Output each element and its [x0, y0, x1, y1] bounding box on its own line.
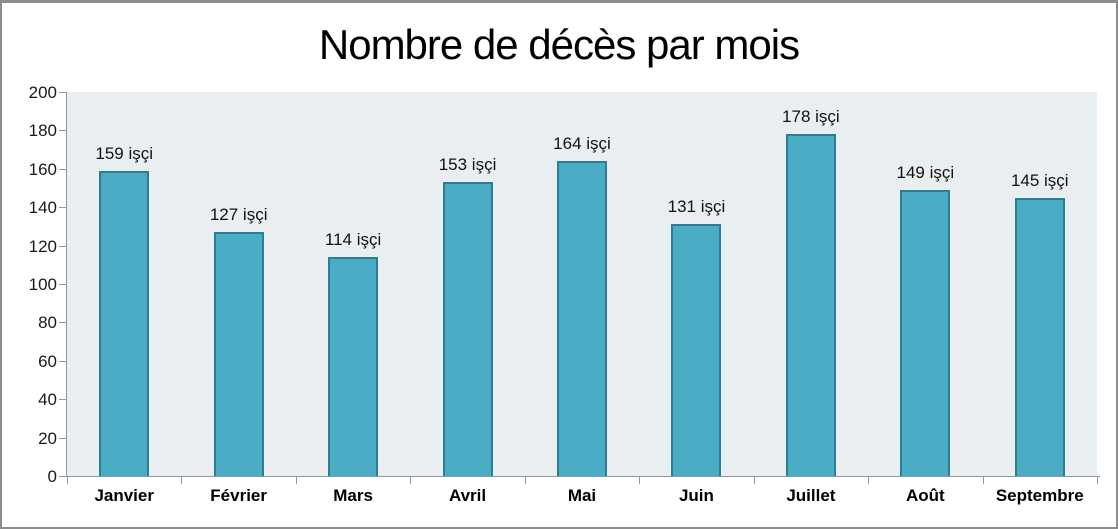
x-tick-mark	[410, 477, 412, 484]
y-tick-mark	[59, 245, 66, 247]
y-tick-label: 180	[28, 121, 57, 141]
y-tick-mark	[59, 284, 66, 285]
bar-janvier	[99, 170, 150, 476]
x-category-label: Juillet	[786, 486, 836, 505]
y-tick-mark	[59, 399, 66, 401]
y-tick-label: 140	[28, 198, 57, 218]
y-tick-label: 80	[38, 313, 57, 333]
chart-title: Nombre de décès par mois	[318, 21, 800, 68]
x-tick-mark	[67, 477, 68, 484]
y-tick-mark	[59, 360, 66, 362]
bar-value-label: 164 işçi	[553, 134, 611, 154]
y-axis-line	[66, 92, 67, 477]
y-tick-mark	[59, 322, 66, 324]
bar-septembre	[1014, 197, 1065, 476]
x-category-label: Mars	[333, 486, 373, 505]
bar-mars	[328, 257, 379, 476]
y-tick-mark	[59, 207, 66, 209]
y-tick-mark	[59, 476, 66, 477]
x-tick-mark	[982, 477, 984, 484]
x-category-label: Mai	[567, 486, 597, 505]
bar-août	[900, 189, 951, 476]
x-category-label: Avril	[448, 486, 487, 505]
bar-juillet	[785, 134, 836, 476]
y-tick-label: 120	[28, 236, 57, 256]
x-tick-mark	[181, 477, 183, 484]
bar-value-label: 178 işçi	[782, 107, 840, 127]
bar-value-label: 145 işçi	[1010, 170, 1069, 190]
x-tick-mark	[868, 477, 870, 484]
bar-mai	[557, 161, 607, 476]
bar-value-label: 149 işçi	[896, 162, 955, 182]
bar-value-label: 114 işçi	[324, 230, 382, 250]
x-tick-mark	[639, 477, 641, 484]
bar-value-label: 153 işçi	[438, 155, 497, 175]
x-category-label: Septembre	[995, 486, 1084, 505]
bar-value-label: 131 işçi	[667, 197, 726, 217]
y-tick-mark	[59, 168, 66, 170]
bar-value-label: 159 işçi	[95, 143, 154, 163]
y-tick-mark	[59, 130, 66, 132]
y-tick-label: 40	[38, 390, 57, 410]
x-axis-line	[59, 476, 1100, 477]
y-tick-label: 0	[47, 467, 57, 486]
bar-février	[213, 232, 264, 476]
y-tick-mark	[59, 437, 66, 439]
x-tick-mark	[524, 477, 526, 484]
x-category-label: Juin	[678, 486, 714, 505]
y-tick-label: 160	[28, 159, 57, 179]
bar-avril	[442, 182, 493, 476]
x-tick-mark	[295, 477, 297, 484]
y-tick-mark	[59, 92, 66, 93]
x-category-label: Août	[905, 486, 945, 505]
y-tick-label: 100	[28, 275, 57, 294]
bar-value-label: 127 işçi	[209, 205, 268, 225]
y-tick-label: 200	[28, 83, 57, 102]
x-category-label: Janvier	[94, 486, 154, 505]
x-tick-mark	[1097, 477, 1098, 484]
y-tick-label: 60	[38, 351, 57, 371]
x-tick-mark	[753, 477, 755, 484]
bar-juin	[671, 224, 722, 476]
x-category-label: Février	[210, 486, 267, 505]
y-tick-label: 20	[38, 428, 57, 448]
